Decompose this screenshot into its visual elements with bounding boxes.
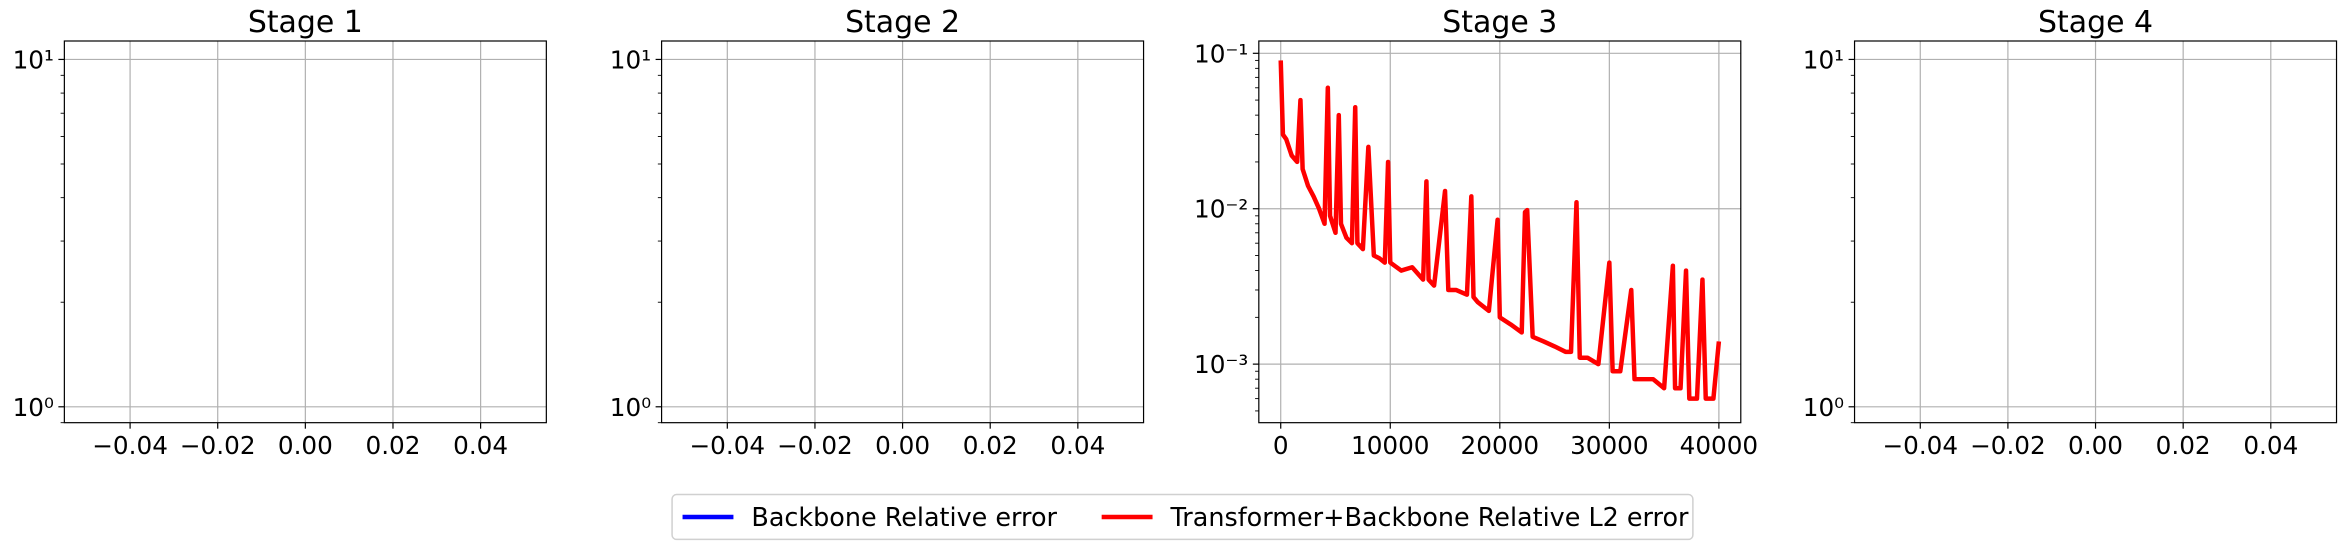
plot-frame <box>660 40 1145 424</box>
y-tick-label: 10⁰ <box>13 393 54 422</box>
x-tick-label: −0.04 <box>689 431 765 460</box>
x-tick-label: 30000 <box>1570 431 1649 460</box>
plot-frame <box>1258 40 1742 424</box>
y-tick-label: 10⁻¹ <box>1194 39 1248 68</box>
chart-title: Stage 2 <box>845 5 960 40</box>
y-tick-label: 10⁻² <box>1194 195 1248 224</box>
chart-title: Stage 3 <box>1442 5 1557 40</box>
y-tick-label: 10¹ <box>610 45 651 74</box>
x-tick-label: 0.02 <box>365 431 420 460</box>
x-tick-label: 0.00 <box>278 431 333 460</box>
chart-title: Stage 1 <box>248 5 363 40</box>
x-tick-label: 0.02 <box>963 431 1018 460</box>
x-tick-label: 0.00 <box>2068 431 2123 460</box>
y-tick-label: 10¹ <box>13 45 54 74</box>
x-tick-label: −0.04 <box>92 431 168 460</box>
x-tick-label: 20000 <box>1461 431 1540 460</box>
y-tick-label: 10⁰ <box>610 393 651 422</box>
plot-frame <box>1853 40 2338 424</box>
x-tick-label: −0.02 <box>180 431 256 460</box>
x-tick-label: −0.04 <box>1882 431 1958 460</box>
legend-label: Transformer+Backbone Relative L2 error <box>1170 502 1690 532</box>
x-tick-label: 0.00 <box>875 431 930 460</box>
x-tick-label: 0 <box>1273 431 1289 460</box>
x-tick-label: 0.04 <box>1050 431 1105 460</box>
x-tick-label: 40000 <box>1680 431 1759 460</box>
data-line <box>1278 60 1722 401</box>
y-tick-label: 10¹ <box>1803 45 1844 74</box>
legend-label: Backbone Relative error <box>751 502 1057 532</box>
plot-frame <box>63 40 547 424</box>
x-tick-label: 10000 <box>1351 431 1430 460</box>
x-tick-label: −0.02 <box>1970 431 2046 460</box>
y-tick-label: 10⁰ <box>1803 393 1844 422</box>
chart-title: Stage 4 <box>2038 5 2153 40</box>
legend-box <box>671 493 1694 541</box>
x-tick-label: 0.04 <box>2243 431 2298 460</box>
x-tick-label: 0.02 <box>2156 431 2211 460</box>
x-tick-label: 0.04 <box>453 431 508 460</box>
x-tick-label: −0.02 <box>777 431 853 460</box>
y-tick-label: 10⁻³ <box>1194 350 1248 379</box>
